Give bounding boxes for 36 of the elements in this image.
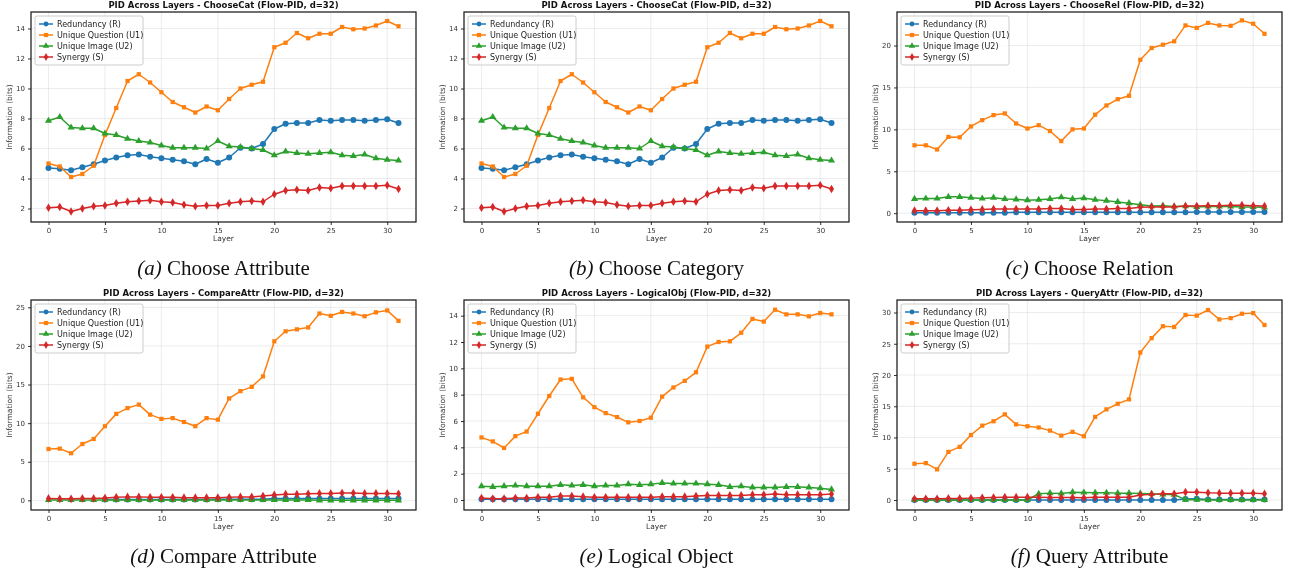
legend-label: Unique Question (U1) [490, 318, 577, 328]
legend-label: Synergy (S) [490, 340, 537, 350]
legend-label: Unique Question (U1) [923, 318, 1010, 328]
legend-label: Unique Image (U2) [57, 41, 133, 51]
legend-label: Redundancy (R) [490, 307, 554, 317]
legend-label: Unique Question (U1) [57, 30, 144, 40]
legend-label: Unique Image (U2) [490, 329, 566, 339]
legend-label: Unique Image (U2) [923, 329, 999, 339]
legend-label: Unique Question (U1) [923, 30, 1010, 40]
text: (e) Logical Object [579, 544, 734, 568]
chart-title: PID Across Layers - ChooseCat (Flow-PID, d=32) [108, 0, 339, 10]
legend-label: Synergy (S) [57, 52, 104, 62]
legend-label: Synergy (S) [923, 340, 970, 350]
legend-label: Unique Image (U2) [490, 41, 566, 51]
legend-label: Synergy (S) [490, 52, 537, 62]
legend-label: Redundancy (R) [923, 307, 987, 317]
text: (b) Choose Category [569, 256, 745, 280]
text: (f) Query Attribute [1010, 544, 1169, 568]
chart-title: PID Across Layers - ChooseRel (Flow-PID, d=32) [974, 0, 1205, 10]
chart-title: PID Across Layers - QueryAttr (Flow-PID, d=32) [975, 288, 1204, 298]
legend-label: Unique Question (U1) [57, 318, 144, 328]
legend-label: Unique Question (U1) [490, 30, 577, 40]
legend-label: Redundancy (R) [57, 307, 121, 317]
chart-title: PID Across Layers - ChooseCat (Flow-PID, d=32) [541, 0, 772, 10]
text: (a) Choose Attribute [137, 256, 310, 280]
legend-label: Unique Image (U2) [57, 329, 133, 339]
chart-title: PID Across Layers - CompareAttr (Flow-PID, d=32) [103, 288, 345, 298]
legend-label: Redundancy (R) [923, 19, 987, 29]
legend-label: Unique Image (U2) [923, 41, 999, 51]
text: (d) Compare Attribute [130, 544, 317, 568]
legend-label: Redundancy (R) [490, 19, 554, 29]
text: (c) Choose Relation [1005, 256, 1174, 280]
legend-label: Synergy (S) [923, 52, 970, 62]
legend-label: Synergy (S) [57, 340, 104, 350]
legend-label: Redundancy (R) [57, 19, 121, 29]
chart-title: PID Across Layers - LogicalObj (Flow-PID, d=32) [541, 288, 772, 298]
